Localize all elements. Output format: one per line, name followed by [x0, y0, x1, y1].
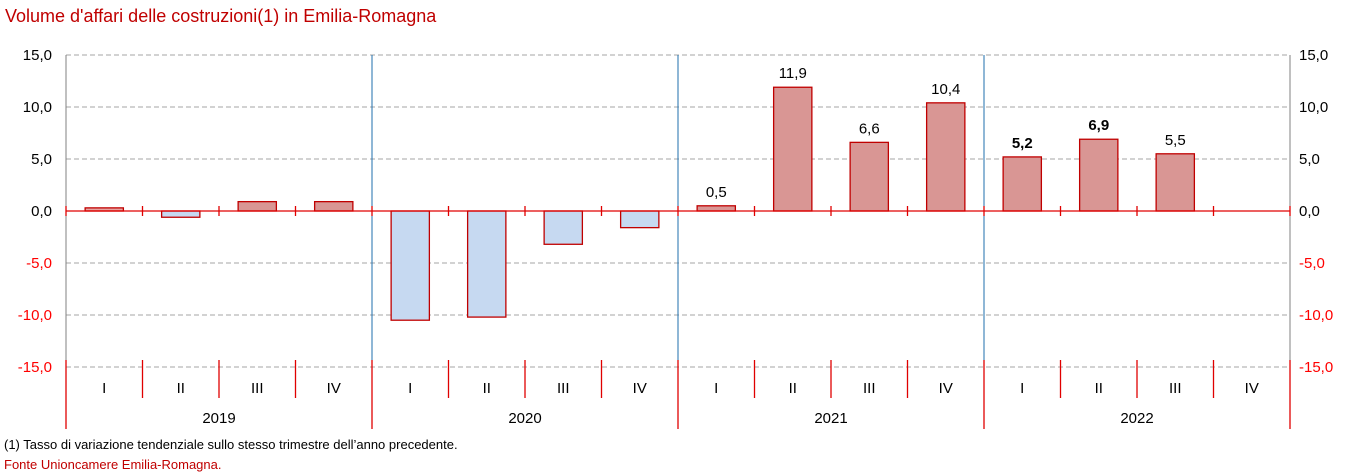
- quarter-label: IV: [327, 380, 341, 397]
- data-label: 0,5: [706, 184, 727, 201]
- quarter-label: II: [1095, 380, 1103, 397]
- y-tick-label-right: -10,0: [1299, 307, 1333, 324]
- y-tick-label-left: 15,0: [23, 47, 52, 64]
- bar-2022-iii: [1155, 153, 1196, 212]
- year-label: 2019: [202, 410, 235, 427]
- bar-2020-ii: [466, 210, 507, 318]
- quarter-label: IV: [633, 380, 647, 397]
- y-tick-label-right: -15,0: [1299, 359, 1333, 376]
- y-tick-label-right: 10,0: [1299, 99, 1328, 116]
- quarter-label: IV: [1245, 380, 1259, 397]
- bar-2021-iii: [849, 141, 890, 212]
- year-label: 2021: [814, 410, 847, 427]
- quarter-label: II: [789, 380, 797, 397]
- quarter-label: II: [483, 380, 491, 397]
- quarter-label: I: [102, 380, 106, 397]
- year-label: 2022: [1120, 410, 1153, 427]
- bar-2020-i: [390, 210, 431, 321]
- y-tick-label-left: -5,0: [26, 255, 52, 272]
- footnote: (1) Tasso di variazione tendenziale sull…: [4, 437, 458, 452]
- y-axes: 15,0 15,0 10,0 10,0 5,0 5,0 0,0 0,0 -5,0 -5,0 -10,…: [18, 47, 1333, 376]
- y-tick-label-right: 15,0: [1299, 47, 1328, 64]
- data-label: 6,6: [859, 120, 880, 137]
- bar-2021-ii: [772, 86, 813, 212]
- quarter-label: III: [557, 380, 570, 397]
- data-label: 5,5: [1165, 132, 1186, 149]
- bars: [84, 86, 1196, 321]
- data-labels: 0,5 11,9 6,6 10,4 5,2 6,9 5,5: [706, 65, 1186, 201]
- chart-title: Volume d'affari delle costruzioni(1) in …: [5, 6, 437, 26]
- bar-2021-i: [696, 205, 737, 212]
- data-label: 11,9: [779, 65, 807, 82]
- quarter-label: I: [408, 380, 412, 397]
- y-tick-label-left: -15,0: [18, 359, 52, 376]
- quarter-label: III: [1169, 380, 1182, 397]
- y-tick-label-right: 5,0: [1299, 151, 1320, 168]
- quarter-label: I: [714, 380, 718, 397]
- y-tick-label-right: 0,0: [1299, 203, 1320, 220]
- quarter-label: III: [251, 380, 264, 397]
- bar-2021-iv: [925, 102, 966, 212]
- y-tick-label-left: 10,0: [23, 99, 52, 116]
- source-note: Fonte Unioncamere Emilia-Romagna.: [4, 457, 222, 472]
- quarter-label: IV: [939, 380, 953, 397]
- bar-chart: 15,0 15,0 10,0 10,0 5,0 5,0 0,0 0,0 -5,0 -5,0 -10,…: [18, 47, 1333, 429]
- bar-2019-iv: [313, 200, 354, 212]
- bar-2020-iv: [619, 210, 660, 229]
- bar-2019-iii: [237, 200, 278, 212]
- y-tick-label-left: -10,0: [18, 307, 52, 324]
- quarter-label: II: [177, 380, 185, 397]
- quarter-label: III: [863, 380, 876, 397]
- year-label: 2020: [508, 410, 541, 427]
- y-tick-label-left: 0,0: [31, 203, 52, 220]
- quarter-label: I: [1020, 380, 1024, 397]
- y-tick-label-right: -5,0: [1299, 255, 1325, 272]
- bar-2022-i: [1002, 156, 1043, 212]
- data-label: 10,4: [931, 81, 960, 98]
- bar-2019-ii: [160, 210, 201, 218]
- data-label: 5,2: [1012, 135, 1033, 152]
- y-tick-label-left: 5,0: [31, 151, 52, 168]
- data-label: 6,9: [1088, 117, 1109, 134]
- bar-2020-iii: [543, 210, 584, 245]
- bar-2022-ii: [1078, 138, 1119, 212]
